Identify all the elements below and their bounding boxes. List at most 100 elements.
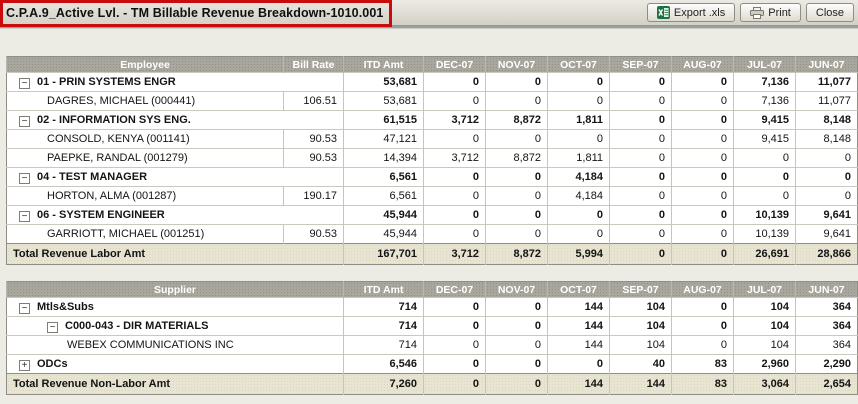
collapse-icon[interactable]: − [19, 172, 30, 184]
value-cell: 53,681 [343, 72, 424, 92]
value-cell: 11,077 [795, 91, 858, 111]
value-cell: 0 [423, 205, 486, 225]
value-cell: 0 [485, 72, 548, 92]
bill-rate-cell: 90.53 [283, 129, 344, 149]
value-cell: 364 [795, 335, 858, 355]
value-cell: 104 [609, 316, 672, 336]
value-cell: 0 [671, 224, 734, 244]
value-cell: 0 [795, 167, 858, 187]
header-row: Employee Bill Rate ITD Amt DEC-07 NOV-07 OCT-… [6, 56, 858, 73]
value-cell: 1,811 [547, 148, 610, 168]
value-cell: 0 [423, 91, 486, 111]
value-cell: 0 [671, 148, 734, 168]
value-cell: 8,148 [795, 129, 858, 149]
column-header: Supplier [5, 281, 344, 298]
total-value-cell: 7,260 [343, 373, 424, 395]
row-label-cell: WEBEX COMMUNICATIONS INC [6, 335, 344, 355]
column-header: NOV-07 [485, 281, 548, 298]
collapse-icon[interactable]: − [47, 321, 58, 333]
row-label-cell: −04 - TEST MANAGER [6, 167, 344, 187]
total-value-cell: 0 [671, 243, 734, 265]
value-cell: 0 [671, 91, 734, 111]
value-cell: 0 [609, 91, 672, 111]
value-cell: 0 [423, 167, 486, 187]
print-button[interactable]: Print [740, 3, 801, 22]
total-value-cell: 28,866 [795, 243, 858, 265]
column-header: SEP-07 [609, 56, 672, 73]
row-label-cell: −02 - INFORMATION SYS ENG. [6, 110, 344, 130]
header-row: Supplier ITD Amt DEC-07 NOV-07 OCT-07 SEP-07 A… [5, 281, 858, 298]
value-cell: 0 [423, 129, 486, 149]
total-value-cell: 0 [485, 373, 548, 395]
collapse-icon[interactable]: − [19, 115, 30, 127]
collapse-icon[interactable]: − [19, 77, 30, 89]
row-label: 06 - SYSTEM ENGINEER [37, 208, 165, 221]
value-cell: 3,712 [423, 110, 486, 130]
value-cell: 714 [343, 316, 424, 336]
value-cell: 104 [609, 335, 672, 355]
collapse-icon[interactable]: − [19, 210, 30, 222]
value-cell: 11,077 [795, 72, 858, 92]
row-label: 02 - INFORMATION SYS ENG. [37, 113, 191, 126]
table-row: DAGRES, MICHAEL (000441) 106.51 53,681 0 0 0 0… [6, 91, 858, 111]
collapse-icon[interactable]: − [19, 302, 30, 314]
total-value-cell: 144 [609, 373, 672, 395]
bill-rate-cell: 190.17 [283, 186, 344, 206]
expand-icon[interactable]: + [19, 359, 30, 371]
value-cell: 1,811 [547, 110, 610, 130]
value-cell: 0 [547, 91, 610, 111]
table-row: −04 - TEST MANAGER 6,561 0 0 4,184 0 0 0 0 [6, 167, 858, 187]
row-label-cell: CONSOLD, KENYA (001141) [6, 129, 284, 149]
table-row: − C000-043 - DIR MATERIALS 714 0 0 144 104 0 104… [6, 316, 858, 336]
value-cell: 0 [671, 72, 734, 92]
close-button[interactable]: Close [805, 3, 854, 22]
value-cell: 0 [547, 72, 610, 92]
value-cell: 47,121 [343, 129, 424, 149]
title-highlight-box: C.P.A.9_Active Lvl. - TM Billable Revenu… [0, 0, 393, 27]
value-cell: 104 [733, 335, 796, 355]
nonlabor-revenue-table: Supplier ITD Amt DEC-07 NOV-07 OCT-07 SEP-07 A… [5, 281, 858, 395]
value-cell: 61,515 [343, 110, 424, 130]
value-cell: 45,944 [343, 224, 424, 244]
value-cell: 0 [795, 148, 858, 168]
column-header: OCT-07 [547, 281, 610, 298]
column-header: ITD Amt [343, 56, 424, 73]
row-label-cell: −06 - SYSTEM ENGINEER [6, 205, 344, 225]
value-cell: 0 [485, 186, 548, 206]
value-cell: 8,872 [485, 110, 548, 130]
total-value-cell: 0 [423, 373, 486, 395]
value-cell: 0 [423, 224, 486, 244]
table-row: + ODCs 6,546 0 0 0 40 83 2,960 2,290 [6, 354, 858, 374]
value-cell: 40 [609, 354, 672, 374]
bill-rate-cell: 106.51 [283, 91, 344, 111]
value-cell: 0 [609, 167, 672, 187]
value-cell: 6,561 [343, 186, 424, 206]
column-header: JUN-07 [795, 281, 858, 298]
value-cell: 0 [671, 205, 734, 225]
table-row: −01 - PRIN SYSTEMS ENGR 53,681 0 0 0 0 0 7,136 1… [6, 72, 858, 92]
value-cell: 0 [733, 167, 796, 187]
row-label: DAGRES, MICHAEL (000441) [47, 95, 196, 107]
row-label: CONSOLD, KENYA (001141) [47, 133, 190, 145]
toolbar-separator [0, 26, 858, 29]
value-cell: 0 [485, 354, 548, 374]
value-cell: 0 [609, 224, 672, 244]
value-cell: 45,944 [343, 205, 424, 225]
table-row: −06 - SYSTEM ENGINEER 45,944 0 0 0 0 0 10,139 9,… [6, 205, 858, 225]
value-cell: 0 [671, 110, 734, 130]
value-cell: 8,148 [795, 110, 858, 130]
printer-icon [750, 6, 765, 19]
column-header: AUG-07 [671, 56, 734, 73]
table-row: −02 - INFORMATION SYS ENG. 61,515 3,712 8,8… [6, 110, 858, 130]
table-row: CONSOLD, KENYA (001141) 90.53 47,121 0 0 0 0 0 9… [6, 129, 858, 149]
value-cell: 0 [547, 224, 610, 244]
export-xls-button[interactable]: Export .xls [646, 3, 736, 22]
row-label: 01 - PRIN SYSTEMS ENGR [37, 75, 176, 88]
value-cell: 0 [609, 186, 672, 206]
value-cell: 144 [547, 316, 610, 336]
row-label: WEBEX COMMUNICATIONS INC [67, 339, 234, 351]
total-value-cell: 3,712 [423, 243, 486, 265]
value-cell: 0 [485, 205, 548, 225]
page-title: C.P.A.9_Active Lvl. - TM Billable Revenu… [6, 6, 384, 20]
column-header: NOV-07 [485, 56, 548, 73]
